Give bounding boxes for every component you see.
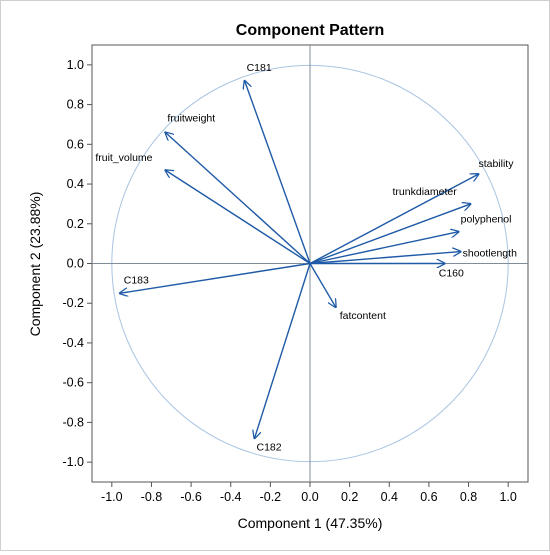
x-tick-label: 1.0 bbox=[499, 490, 516, 504]
vector-stability bbox=[309, 174, 478, 265]
vector-c181 bbox=[245, 81, 311, 264]
y-tick-label: 0.6 bbox=[67, 137, 84, 151]
vector-fatcontent bbox=[309, 263, 336, 308]
x-tick-label: 0.2 bbox=[341, 490, 358, 504]
vector-label-trunkdiameter: trunkdiameter bbox=[393, 186, 458, 198]
vector-c182 bbox=[255, 263, 311, 439]
vector-c183 bbox=[120, 262, 311, 294]
y-tick-label: 0.8 bbox=[67, 98, 84, 112]
vector-label-fatcontent: fatcontent bbox=[340, 310, 386, 322]
y-tick-label: -0.8 bbox=[62, 415, 84, 429]
x-tick-label: -1.0 bbox=[101, 490, 123, 504]
y-tick-label: 0.0 bbox=[67, 257, 84, 271]
x-tick-label: -0.2 bbox=[260, 490, 282, 504]
vector-fruitweight bbox=[165, 132, 311, 265]
vector-label-stability: stability bbox=[478, 158, 514, 170]
x-tick-label: 0.0 bbox=[301, 490, 318, 504]
x-tick-label: -0.6 bbox=[180, 490, 202, 504]
vector-shootlength bbox=[309, 252, 461, 265]
vector-label-c160: C160 bbox=[439, 268, 464, 280]
plot-area: -1.0 -0.8 -0.6 -0.4 -0.2 0.0 0.2 0.4 0.6 0.8 1.0 1.… bbox=[62, 44, 529, 504]
vector-fruit-volume bbox=[165, 170, 311, 265]
x-tick-label: 0.6 bbox=[420, 490, 437, 504]
y-tick-label: -0.6 bbox=[62, 376, 84, 390]
x-axis-label: Component 1 (47.35%) bbox=[238, 515, 383, 531]
x-tick-label: 0.4 bbox=[381, 490, 398, 504]
vector-label-fruit-volume: fruit_volume bbox=[95, 152, 152, 164]
vector-label-fruitweight: fruitweight bbox=[167, 112, 215, 124]
y-tick-label: -0.2 bbox=[62, 296, 84, 310]
vector-label-shootlength: shootlength bbox=[463, 248, 517, 260]
vector-label-polyphenol: polyphenol bbox=[461, 214, 512, 226]
y-tick-label: 0.2 bbox=[67, 217, 84, 231]
vector-label-c181: C181 bbox=[247, 62, 272, 74]
chart-title: Component Pattern bbox=[236, 22, 384, 39]
y-tick-label: -0.4 bbox=[62, 336, 84, 350]
x-tick-label: 0.8 bbox=[460, 490, 477, 504]
x-tick-label: -0.4 bbox=[220, 490, 242, 504]
y-tick-label: 0.4 bbox=[67, 177, 84, 191]
vector-label-c182: C182 bbox=[257, 441, 282, 453]
y-tick-label: -1.0 bbox=[62, 455, 84, 469]
vector-label-c183: C183 bbox=[124, 274, 149, 286]
vector-polyphenol bbox=[309, 232, 459, 265]
y-tick-label: 1.0 bbox=[67, 58, 84, 72]
x-tick-label: -0.8 bbox=[141, 490, 163, 504]
y-axis-label: Component 2 (23.88%) bbox=[27, 192, 43, 337]
vector-trunkdiameter bbox=[309, 204, 471, 265]
